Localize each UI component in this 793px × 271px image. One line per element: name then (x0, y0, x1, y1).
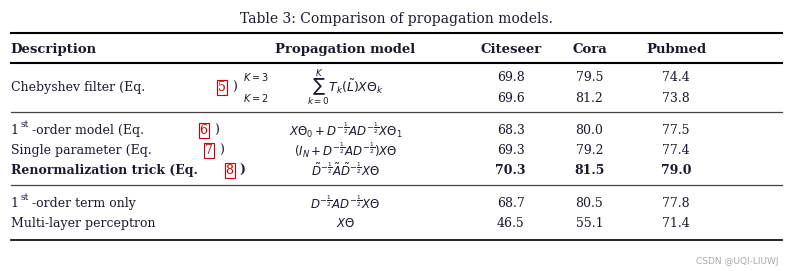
Text: 68.7: 68.7 (496, 197, 524, 210)
Text: Table 3: Comparison of propagation models.: Table 3: Comparison of propagation model… (240, 12, 553, 26)
Text: 80.5: 80.5 (576, 197, 603, 210)
Text: $(I_N + D^{-\frac{1}{2}}AD^{-\frac{1}{2}})X\Theta$: $(I_N + D^{-\frac{1}{2}}AD^{-\frac{1}{2}… (293, 140, 397, 160)
Text: 1: 1 (10, 124, 19, 137)
Text: 68.3: 68.3 (496, 124, 525, 137)
Text: ): ) (232, 81, 237, 94)
Text: $K = 2$: $K = 2$ (243, 92, 269, 104)
Text: $D^{-\frac{1}{2}}AD^{-\frac{1}{2}}X\Theta$: $D^{-\frac{1}{2}}AD^{-\frac{1}{2}}X\Thet… (310, 195, 381, 212)
Text: 46.5: 46.5 (496, 217, 524, 230)
Text: ): ) (214, 124, 219, 137)
Text: 79.0: 79.0 (661, 164, 691, 177)
Text: 6: 6 (200, 124, 208, 137)
Text: CSDN @UQI-LIUWJ: CSDN @UQI-LIUWJ (696, 257, 779, 266)
Text: 79.5: 79.5 (576, 71, 603, 83)
Text: $X\Theta$: $X\Theta$ (335, 217, 355, 230)
Text: 80.0: 80.0 (576, 124, 603, 137)
Text: Renormalization trick (Eq.: Renormalization trick (Eq. (10, 164, 202, 177)
Text: 69.6: 69.6 (496, 92, 524, 105)
Text: 5: 5 (218, 81, 226, 94)
Text: Pubmed: Pubmed (646, 43, 706, 56)
Text: 77.8: 77.8 (662, 197, 690, 210)
Text: $X\Theta_0 + D^{-\frac{1}{2}}AD^{-\frac{1}{2}}X\Theta_1$: $X\Theta_0 + D^{-\frac{1}{2}}AD^{-\frac{… (289, 121, 402, 140)
Text: Citeseer: Citeseer (480, 43, 542, 56)
Text: Single parameter (Eq.: Single parameter (Eq. (10, 144, 155, 157)
Text: Cora: Cora (572, 43, 607, 56)
Text: $\tilde{D}^{-\frac{1}{2}}\tilde{A}\tilde{D}^{-\frac{1}{2}}X\Theta$: $\tilde{D}^{-\frac{1}{2}}\tilde{A}\tilde… (311, 162, 380, 179)
Text: 55.1: 55.1 (576, 217, 603, 230)
Text: 71.4: 71.4 (662, 217, 690, 230)
Text: 81.2: 81.2 (576, 92, 603, 105)
Text: -order term only: -order term only (32, 197, 136, 210)
Text: Description: Description (10, 43, 97, 56)
Text: Multi-layer perceptron: Multi-layer perceptron (10, 217, 155, 230)
Text: 77.4: 77.4 (662, 144, 690, 157)
Text: 7: 7 (205, 144, 213, 157)
Text: $\sum_{k=0}^{K} T_k(\tilde{L})X\Theta_k$: $\sum_{k=0}^{K} T_k(\tilde{L})X\Theta_k$ (307, 67, 384, 108)
Text: $K = 3$: $K = 3$ (243, 71, 269, 83)
Text: 1: 1 (10, 197, 19, 210)
Text: 79.2: 79.2 (576, 144, 603, 157)
Text: ): ) (220, 144, 224, 157)
Text: 69.8: 69.8 (496, 71, 524, 83)
Text: 81.5: 81.5 (574, 164, 604, 177)
Text: ): ) (239, 164, 246, 177)
Text: st: st (21, 120, 29, 129)
Text: 8: 8 (225, 164, 234, 177)
Text: -order model (Eq.: -order model (Eq. (32, 124, 148, 137)
Text: 74.4: 74.4 (662, 71, 690, 83)
Text: 69.3: 69.3 (496, 144, 524, 157)
Text: 73.8: 73.8 (662, 92, 690, 105)
Text: st: st (21, 193, 29, 202)
Text: Chebyshev filter (Eq.: Chebyshev filter (Eq. (10, 81, 149, 94)
Text: 70.3: 70.3 (496, 164, 526, 177)
Text: Propagation model: Propagation model (275, 43, 416, 56)
Text: 77.5: 77.5 (662, 124, 690, 137)
